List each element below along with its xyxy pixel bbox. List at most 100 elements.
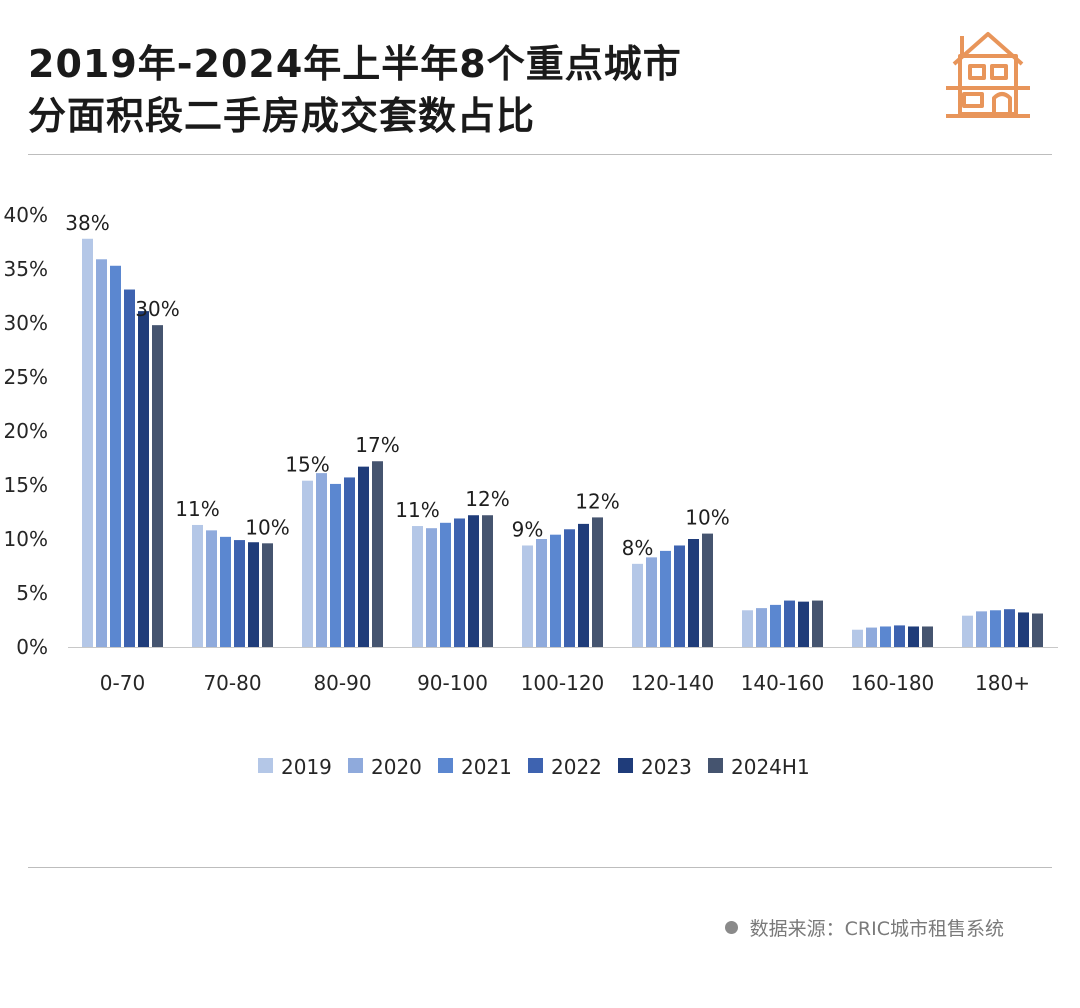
x-tick-label: 120-140 xyxy=(631,671,715,695)
chart-title-line1: 2019年-2024年上半年8个重点城市 xyxy=(28,42,682,86)
bar-2020-0-70 xyxy=(96,259,107,647)
data-label: 11% xyxy=(175,497,219,521)
chart-title: 2019年-2024年上半年8个重点城市 分面积段二手房成交套数占比 xyxy=(28,38,682,142)
bar-2022-90-100 xyxy=(454,518,465,647)
legend-label-2024H1: 2024H1 xyxy=(731,755,810,779)
legend-swatch-2023 xyxy=(618,758,633,773)
data-label: 38% xyxy=(65,211,109,235)
y-tick-label: 40% xyxy=(4,203,48,227)
data-label: 10% xyxy=(685,506,729,530)
bar-2023-90-100 xyxy=(468,515,479,647)
bar-2023-140-160 xyxy=(798,601,809,647)
data-label: 9% xyxy=(512,517,544,541)
bar-2020-90-100 xyxy=(426,528,437,647)
bar-2019-80-90 xyxy=(302,480,313,647)
bar-2024H1-80-90 xyxy=(372,461,383,647)
bar-2021-0-70 xyxy=(110,265,121,647)
bar-2022-140-160 xyxy=(784,600,795,647)
bar-2022-120-140 xyxy=(674,545,685,647)
bar-2022-80-90 xyxy=(344,477,355,647)
bar-2019-100-120 xyxy=(522,545,533,647)
legend-label-2019: 2019 xyxy=(281,755,332,779)
bar-2020-100-120 xyxy=(536,539,547,647)
x-tick-label: 80-90 xyxy=(313,671,371,695)
bar-2023-70-80 xyxy=(248,542,259,647)
bar-2022-180+ xyxy=(1004,609,1015,647)
bar-2021-70-80 xyxy=(220,536,231,647)
bar-2024H1-70-80 xyxy=(262,543,273,647)
x-axis: 0-70 70-80 80-90 90-100 100-120 120-140 140-16… xyxy=(100,671,1030,695)
bar-2021-140-160 xyxy=(770,604,781,647)
bar-2019-90-100 xyxy=(412,526,423,647)
bar-2024H1-90-100 xyxy=(482,515,493,647)
y-axis: 0% 5% 10% 15% 20% 25% 30% 35% 40% xyxy=(4,203,48,659)
bar-2019-180+ xyxy=(962,615,973,647)
footer-divider xyxy=(28,867,1052,868)
bar-2023-180+ xyxy=(1018,612,1029,647)
bar-2020-70-80 xyxy=(206,530,217,647)
data-label: 12% xyxy=(575,489,619,513)
bar-2019-160-180 xyxy=(852,629,863,647)
data-source: 数据来源：CRIC城市租售系统 xyxy=(724,914,1004,941)
x-tick-label: 70-80 xyxy=(203,671,261,695)
bar-2021-120-140 xyxy=(660,550,671,647)
bars xyxy=(82,238,1043,647)
y-tick-label: 30% xyxy=(4,311,48,335)
chart-title-line2: 分面积段二手房成交套数占比 xyxy=(28,94,536,138)
bar-2021-160-180 xyxy=(880,626,891,647)
bar-2020-180+ xyxy=(976,611,987,647)
bar-2024H1-120-140 xyxy=(702,533,713,647)
legend-swatch-2020 xyxy=(348,758,363,773)
bar-2023-100-120 xyxy=(578,523,589,647)
bar-2022-70-80 xyxy=(234,540,245,647)
bar-chart: 0% 5% 10% 15% 20% 25% 30% 35% 40% 38% 30% 11% 10% 15… xyxy=(4,203,1058,779)
data-label: 8% xyxy=(622,536,654,560)
data-label: 11% xyxy=(395,498,439,522)
legend-label-2022: 2022 xyxy=(551,755,602,779)
legend-label-2021: 2021 xyxy=(461,755,512,779)
bar-2019-70-80 xyxy=(192,524,203,647)
bar-2022-0-70 xyxy=(124,289,135,647)
x-tick-label: 90-100 xyxy=(417,671,488,695)
y-tick-label: 15% xyxy=(4,473,48,497)
data-label: 30% xyxy=(135,297,179,321)
bar-2020-80-90 xyxy=(316,473,327,647)
bar-2022-100-120 xyxy=(564,529,575,647)
legend-label-2023: 2023 xyxy=(641,755,692,779)
bar-2023-80-90 xyxy=(358,466,369,647)
bar-2023-0-70 xyxy=(138,311,149,647)
data-label: 15% xyxy=(285,453,329,477)
legend-swatch-2022 xyxy=(528,758,543,773)
data-label: 10% xyxy=(245,515,289,539)
title-divider xyxy=(28,154,1052,155)
legend: 2019 2020 2021 2022 2023 2024H1 xyxy=(258,755,810,779)
bullet-icon xyxy=(724,921,738,934)
legend-swatch-2021 xyxy=(438,758,453,773)
bar-2023-120-140 xyxy=(688,539,699,647)
x-tick-label: 0-70 xyxy=(100,671,145,695)
y-tick-label: 10% xyxy=(4,527,48,551)
bar-2021-90-100 xyxy=(440,522,451,647)
bar-2023-160-180 xyxy=(908,626,919,647)
y-tick-label: 20% xyxy=(4,419,48,443)
bar-2024H1-160-180 xyxy=(922,626,933,647)
bar-2019-140-160 xyxy=(742,610,753,647)
y-tick-label: 0% xyxy=(16,635,48,659)
bar-2024H1-100-120 xyxy=(592,517,603,647)
y-tick-label: 25% xyxy=(4,365,48,389)
bar-2020-140-160 xyxy=(756,608,767,647)
y-tick-label: 5% xyxy=(16,581,48,605)
bar-2021-100-120 xyxy=(550,534,561,647)
bar-2021-180+ xyxy=(990,610,1001,647)
bar-2020-160-180 xyxy=(866,627,877,647)
data-source-text: 数据来源：CRIC城市租售系统 xyxy=(749,918,1004,940)
bar-2021-80-90 xyxy=(330,483,341,647)
x-tick-label: 180+ xyxy=(975,671,1030,695)
x-tick-label: 100-120 xyxy=(521,671,605,695)
bar-2024H1-0-70 xyxy=(152,325,163,647)
legend-swatch-2024H1 xyxy=(708,758,723,773)
legend-label-2020: 2020 xyxy=(371,755,422,779)
y-tick-label: 35% xyxy=(4,257,48,281)
data-labels: 38%30%11%10%15%17%11% 12%9%12%8%10% xyxy=(65,211,729,560)
bar-2020-120-140 xyxy=(646,557,657,647)
